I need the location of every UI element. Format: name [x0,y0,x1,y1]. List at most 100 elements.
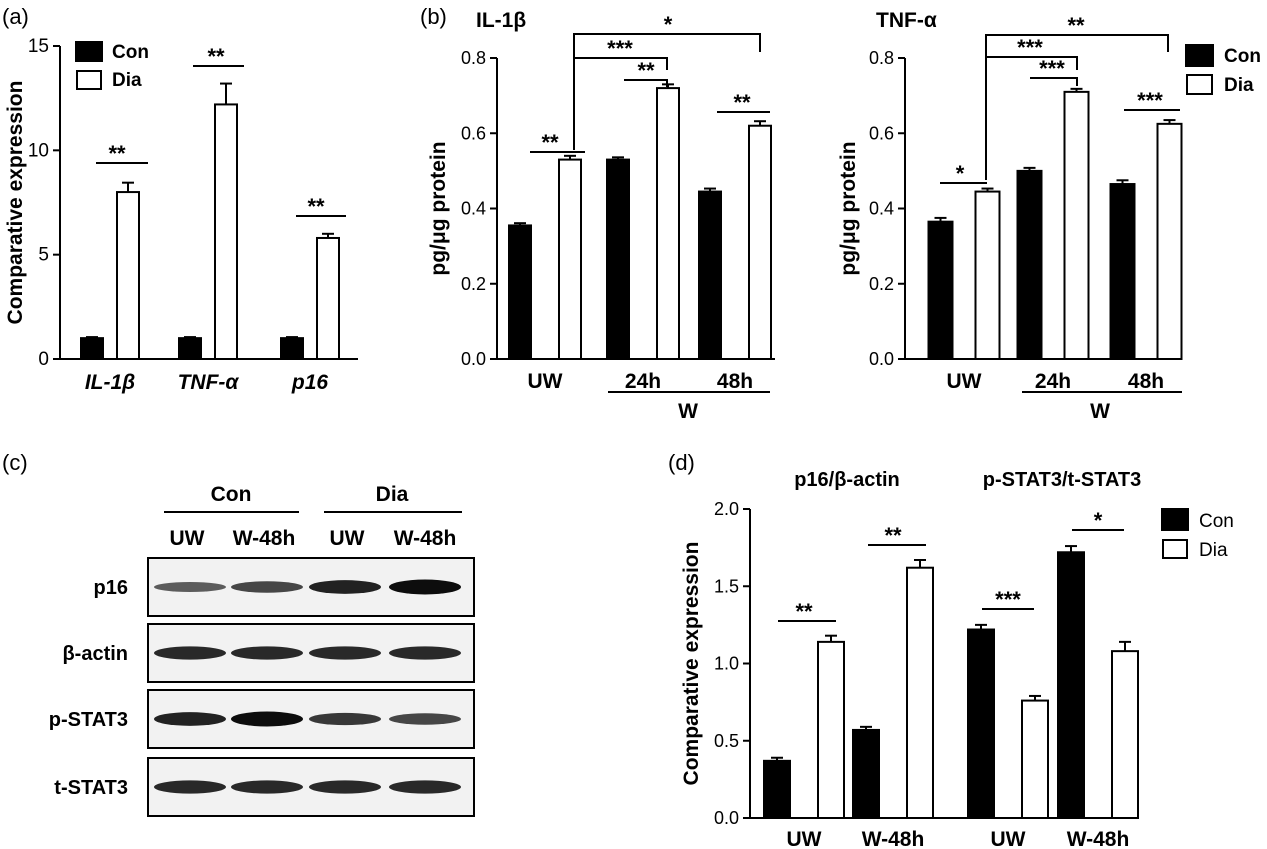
blot-band-1-1 [231,646,303,660]
western-blot: Con Dia UW W-48h UW W-48h p16 β-actin p-ST… [49,483,475,817]
ca-bar-dia-1 [214,103,238,360]
legend-a-dia-label: Dia [112,70,142,91]
legend-a-con-swatch [75,41,103,62]
cb2-bar-con-2 [1109,183,1136,360]
ca-ytick-label-1: 5 [38,245,49,266]
chart-b-tnfa: TNF-α 0.0 0.2 0.4 0.6 0.8 pg/μg protein UW 24h 4… [837,9,1261,423]
blot-group-con: Con [211,483,252,506]
blot-lane-2: W-48h [233,527,296,550]
ca-bar-dia-0 [116,191,140,360]
cd-category-0: UW [787,828,822,849]
cd-category-3: W-48h [1067,828,1130,849]
blot-lane-1: UW [170,527,205,550]
cb2-bar-con-1 [1016,169,1043,360]
cb1-category-0: UW [528,370,563,393]
sig-label-b2-0: * [956,161,965,186]
cb2-ytick-label-2: 0.4 [869,199,894,219]
chart-a-bars [80,82,340,360]
cd-bar-con-2 [967,628,995,820]
sig-label-b1-0: ** [541,130,559,155]
sig-line-b1-4 [573,33,761,58]
blot-band-0-3 [389,579,461,595]
sig-label-b2-1: *** [1039,56,1065,81]
cd-ytick-label-3: 1.5 [714,576,739,596]
cd-bar-dia-0 [817,640,845,819]
chart-b1-significance: ** ** ** *** * [530,12,770,155]
blot-band-2-3 [389,713,461,725]
cb2-category-0: UW [947,370,982,393]
chart-d-subtitle-2: p-STAT3/t-STAT3 [983,469,1142,491]
sig-label-d-0: ** [795,599,813,624]
chart-b-il1b: IL-1β 0.0 0.2 0.4 0.6 0.8 pg/μg protein UW 24h 4… [427,9,775,423]
blot-band-3-2 [309,780,381,794]
blot-band-2-1 [231,711,303,727]
legend-b2-con-swatch [1185,44,1214,67]
chart-d-bars [763,545,1139,820]
legend-b2-con-label: Con [1224,46,1261,67]
blot-band-1-3 [389,646,461,660]
cb1-bar-dia-2 [748,124,772,360]
ca-category-0: IL-1β [85,371,135,394]
chart-b2-bars [927,87,1183,361]
ca-bar-con-2 [280,337,304,360]
ca-bar-con-1 [178,337,202,360]
ca-category-2: p16 [291,371,329,394]
blot-band-2-0 [154,712,226,726]
panel-label-a: (a) [2,4,29,29]
legend-a-con-label: Con [112,42,149,63]
cd-ylabel: Comparative expression [680,542,703,786]
cd-bar-dia-1 [906,566,934,820]
cd-ytick-label-0: 0.0 [714,808,739,828]
cb2-ytick-label-0: 0.0 [869,349,894,369]
legend-d-dia-label: Dia [1199,540,1228,561]
cb2-ytick-label-3: 0.6 [869,123,894,143]
chart-b1-title: IL-1β [476,9,526,32]
sig-label-b1-4: * [664,12,673,37]
cb1-ylabel: pg/μg protein [427,141,450,275]
chart-b1-bars [508,83,772,360]
sig-label-b2-2: *** [1137,88,1163,113]
cb1-bar-con-1 [606,158,630,360]
sig-line-b2-1 [1030,77,1078,86]
chart-b2-legend: Con Dia [1185,44,1261,96]
sig-label-a-0: ** [108,141,126,166]
cb1-bar-con-2 [698,190,722,360]
sig-label-b2-4: ** [1067,13,1085,38]
cb1-ytick-label-3: 0.6 [461,123,486,143]
cd-bar-con-1 [852,728,880,819]
cb1-ytick-label-2: 0.4 [461,199,486,219]
cb2-category-2: 48h [1128,370,1164,393]
sig-label-b1-3: *** [607,36,633,61]
panel-label-d: (d) [668,450,695,475]
ca-ytick-label-3: 15 [28,36,49,57]
chart-b1-axes: 0.0 0.2 0.4 0.6 0.8 pg/μg protein UW 24h 48h [427,48,775,393]
blot-row-label-2: p-STAT3 [49,709,128,731]
sig-label-b2-3: *** [1017,35,1043,60]
cd-bar-con-3 [1057,551,1085,819]
ca-ylabel: Comparative expression [4,81,27,325]
legend-b2-dia-label: Dia [1224,75,1254,96]
blot-band-3-3 [389,780,461,794]
blot-row-label-1: β-actin [62,643,128,665]
blot-lane-4: W-48h [394,527,457,550]
cb2-bar-dia-0 [974,190,1001,360]
legend-b2-dia-swatch [1186,74,1213,95]
cd-bar-dia-3 [1111,650,1139,820]
sig-label-d-2: *** [995,587,1021,612]
chart-d-legend: Con Dia [1161,508,1234,561]
cb2-bar-dia-2 [1156,122,1183,360]
cb1-bar-dia-0 [558,158,582,360]
ca-bar-dia-2 [316,236,340,360]
ca-ytick-label-2: 10 [28,140,49,161]
chart-d-axes: 0.0 0.5 1.0 1.5 2.0 Comparative expression UW W… [680,499,1129,849]
blot-band-3-1 [231,780,303,794]
cd-ytick-label-4: 2.0 [714,499,739,519]
cb1-ytick-label-4: 0.8 [461,48,486,68]
cb1-ytick-label-1: 0.2 [461,274,486,294]
cd-bar-con-0 [763,759,791,820]
chart-b2-axes: 0.0 0.2 0.4 0.6 0.8 pg/μg protein UW 24h 48h [837,48,1182,393]
sig-line-b2-3 [985,56,1078,180]
chart-d-significance: ** ** *** * [778,508,1124,624]
cb1-ytick-label-0: 0.0 [461,349,486,369]
chart-b2-group-label: W [1090,400,1110,423]
